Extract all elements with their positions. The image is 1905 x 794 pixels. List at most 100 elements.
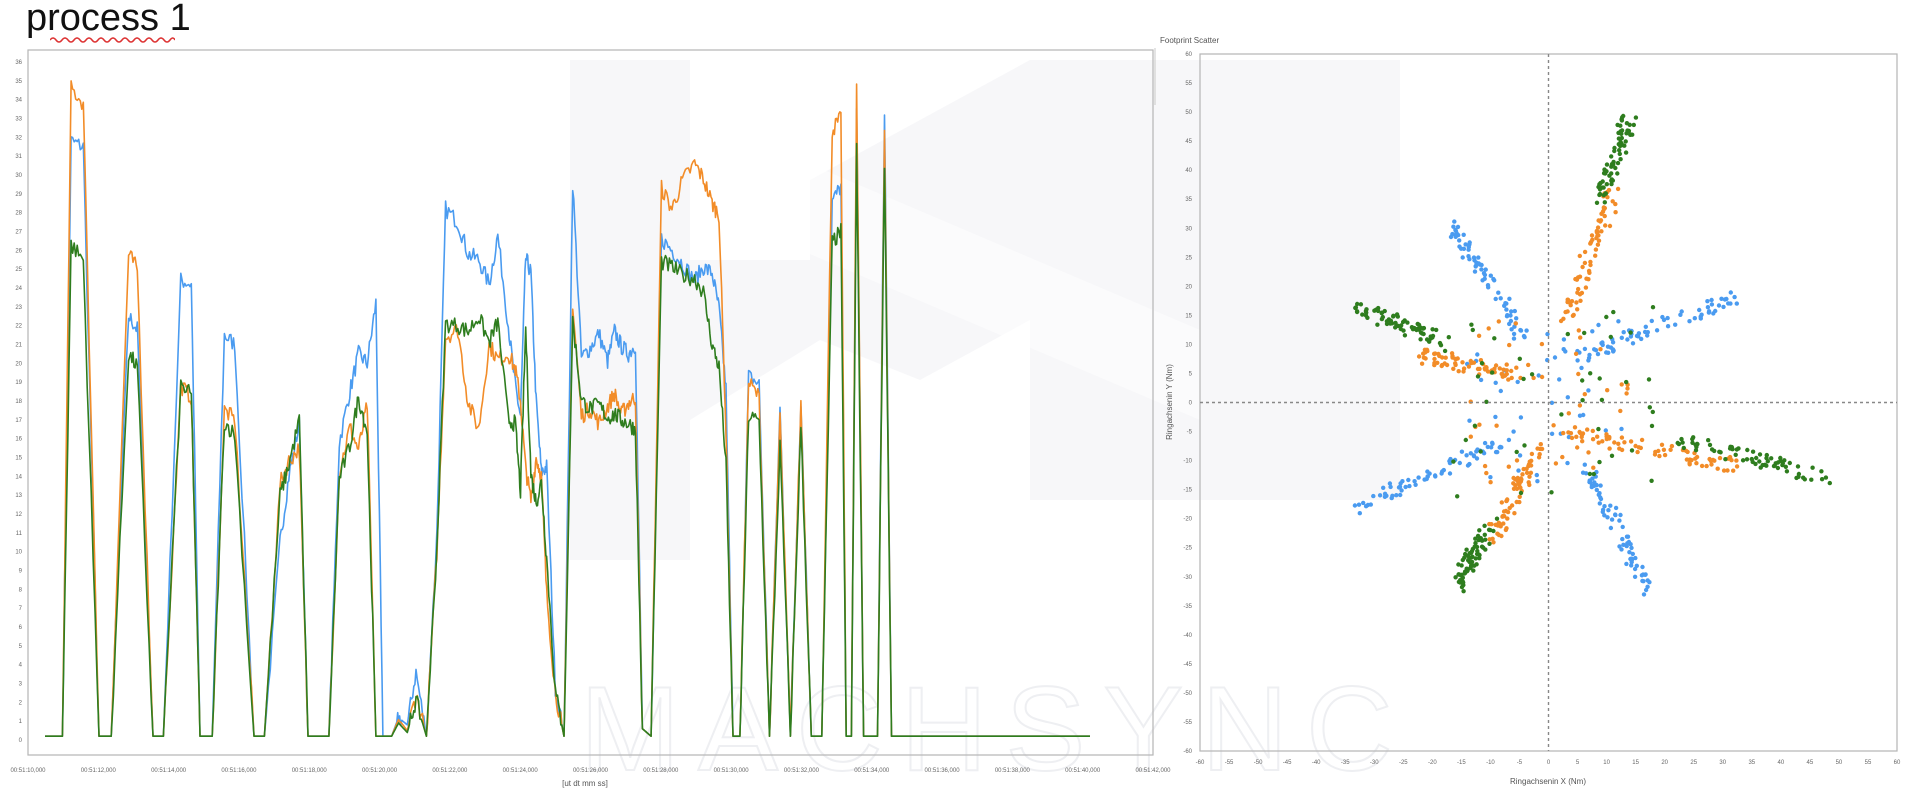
x-tick-label: 00:51:22,000 (432, 768, 468, 774)
scatter-point (1416, 475, 1421, 480)
y-tick-label: 8 (19, 587, 23, 593)
scatter-point (1516, 480, 1521, 485)
scatter-point (1624, 121, 1630, 126)
scatter-point (1496, 319, 1502, 324)
scatter-point (1551, 423, 1556, 428)
scatter-point (1448, 456, 1453, 462)
scatter-point (1363, 504, 1369, 509)
y-tick-label: 12 (15, 512, 22, 518)
scatter-point (1381, 485, 1386, 490)
scatter-point (1649, 318, 1655, 324)
scatter-point (1356, 502, 1362, 507)
line-chart: 0123456789101112131415161718192021222324… (10, 49, 1171, 788)
scatter-point (1579, 290, 1585, 296)
x-tick-label: -25 (1399, 760, 1408, 766)
scatter-point (1482, 523, 1487, 528)
scatter-point (1352, 503, 1358, 508)
scatter-point (1595, 351, 1601, 357)
scatter-point (1476, 333, 1482, 338)
scatter-point (1563, 309, 1568, 315)
scatter-point (1507, 296, 1512, 301)
y-tick-label: -10 (1183, 459, 1192, 465)
scatter-point (1594, 235, 1599, 241)
scatter-point (1438, 343, 1444, 348)
scatter-point (1586, 358, 1591, 363)
scatter-point (1597, 501, 1603, 506)
scatter-point (1521, 466, 1526, 472)
scatter-point (1604, 162, 1610, 167)
scatter-point (1809, 477, 1814, 482)
scatter-point (1604, 182, 1610, 187)
scatter-point (1604, 350, 1609, 355)
scatter-point (1679, 309, 1684, 314)
scatter-point (1582, 260, 1588, 266)
scatter-point (1596, 322, 1601, 328)
y-tick-label: 24 (15, 286, 22, 292)
y-tick-label: -5 (1187, 430, 1193, 436)
scatter-point (1439, 363, 1444, 369)
scatter-point (1617, 148, 1622, 153)
scatter-point (1529, 451, 1535, 457)
scatter-point (1619, 547, 1624, 552)
y-tick-label: 25 (1185, 255, 1192, 261)
scatter-point (1353, 305, 1358, 311)
scatter-point (1437, 353, 1442, 359)
y-tick-label: 30 (1185, 226, 1192, 232)
scatter-point (1608, 525, 1614, 531)
scatter-point (1586, 388, 1591, 393)
scatter-point (1649, 423, 1655, 429)
scatter-point (1477, 422, 1482, 427)
scatter-point (1607, 434, 1612, 440)
scatter-point (1461, 232, 1466, 237)
scatter-point (1509, 309, 1514, 314)
scatter-point (1597, 491, 1602, 496)
scatter-point (1460, 360, 1465, 365)
scatter-point (1632, 574, 1638, 579)
scatter-point (1632, 566, 1638, 572)
scatter-point (1593, 247, 1599, 252)
scatter-point (1642, 329, 1648, 335)
scatter-point (1591, 465, 1596, 470)
scatter-point (1435, 360, 1440, 365)
scatter-point (1502, 303, 1507, 308)
scatter-point (1623, 139, 1628, 144)
scatter-point (1595, 229, 1600, 235)
scatter-point (1625, 541, 1630, 546)
scatter-point (1471, 568, 1476, 573)
y-tick-label: 21 (15, 343, 22, 349)
scatter-point (1539, 374, 1545, 380)
scatter-point (1609, 154, 1614, 159)
scatter-point (1600, 439, 1605, 444)
scatter-point (1810, 465, 1815, 470)
scatter-point (1469, 322, 1474, 327)
scatter-point (1610, 347, 1616, 352)
scatter-point (1467, 418, 1472, 423)
scatter-point (1627, 550, 1632, 555)
y-tick-label: 6 (19, 625, 23, 631)
scatter-point (1485, 444, 1491, 450)
scatter-point (1590, 437, 1596, 442)
scatter-point (1712, 458, 1717, 463)
scatter-point (1679, 436, 1684, 442)
scatter-point (1600, 340, 1605, 345)
y-tick-label: 33 (15, 117, 22, 123)
scatter-point (1466, 364, 1472, 369)
scatter-point (1442, 348, 1448, 354)
scatter-point (1661, 447, 1667, 452)
scatter-point (1689, 457, 1694, 463)
scatter-point (1514, 458, 1520, 463)
scatter-point (1451, 224, 1456, 229)
scatter-point (1783, 464, 1789, 469)
scatter-point (1569, 435, 1575, 441)
y-tick-label: 19 (15, 380, 22, 386)
scatter-point (1585, 427, 1590, 432)
scatter-point (1631, 122, 1637, 128)
scatter-point (1629, 448, 1635, 453)
scatter-point (1518, 415, 1524, 420)
scatter-point (1412, 479, 1417, 484)
scatter-point (1705, 299, 1710, 304)
x-tick-label: 15 (1632, 760, 1639, 766)
scatter-point (1574, 277, 1580, 282)
scatter-point (1487, 541, 1492, 546)
